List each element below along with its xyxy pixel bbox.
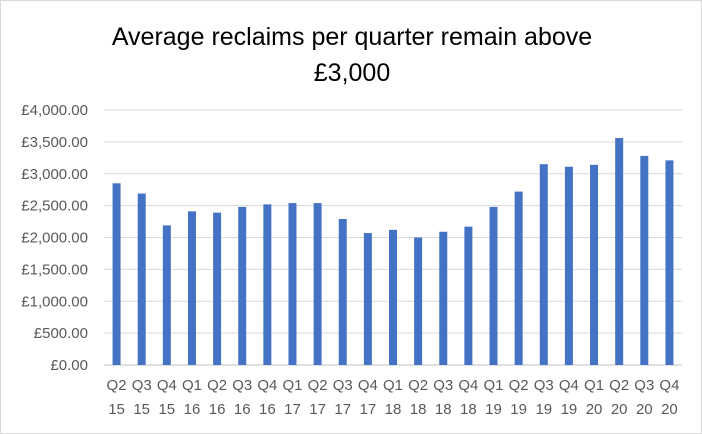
bar — [363, 233, 372, 365]
y-tick-label: £3,000.00 — [21, 166, 88, 183]
x-tick-label-year: 19 — [561, 401, 578, 418]
y-tick-label: £1,500.00 — [21, 261, 88, 278]
x-tick-label-quarter: Q4 — [157, 377, 177, 394]
x-tick-label-quarter: Q3 — [433, 377, 453, 394]
x-tick-label-quarter: Q4 — [257, 377, 277, 394]
x-tick-label-year: 18 — [435, 401, 452, 418]
x-tick-label-year: 16 — [209, 401, 226, 418]
x-tick-label-year: 15 — [158, 401, 175, 418]
y-tick-label: £4,000.00 — [21, 102, 88, 119]
x-tick-label-year: 20 — [636, 401, 653, 418]
x-tick-label-quarter: Q1 — [484, 377, 504, 394]
bar — [439, 231, 448, 365]
x-tick-label-quarter: Q3 — [232, 377, 252, 394]
x-tick-label-quarter: Q1 — [584, 377, 604, 394]
x-tick-label-year: 19 — [535, 401, 552, 418]
y-tick-label: £2,500.00 — [21, 198, 88, 215]
x-tick-label-year: 19 — [510, 401, 527, 418]
bar — [238, 206, 247, 365]
x-tick-label-quarter: Q3 — [634, 377, 654, 394]
x-tick-label-year: 15 — [133, 401, 150, 418]
x-axis-tick-labels: Q2 15 Q3 15 Q4 15 Q1 16 Q2 16 Q3 16 Q4 16 Q1 17 Q2 17 Q3 17… — [107, 377, 680, 418]
bar — [464, 226, 473, 365]
bar — [590, 164, 599, 365]
x-tick-label-quarter: Q2 — [308, 377, 328, 394]
x-tick-label-quarter: Q4 — [358, 377, 378, 394]
x-tick-label-quarter: Q4 — [458, 377, 478, 394]
x-tick-label-year: 18 — [410, 401, 427, 418]
y-tick-label: £0.00 — [50, 357, 88, 374]
x-tick-label-quarter: Q2 — [509, 377, 529, 394]
x-tick-label-quarter: Q2 — [207, 377, 227, 394]
x-tick-label-quarter: Q4 — [559, 377, 579, 394]
bar — [162, 225, 171, 365]
bar — [263, 204, 272, 365]
bar — [489, 206, 498, 365]
bar — [288, 203, 297, 365]
bar — [213, 212, 222, 365]
x-tick-label-year: 17 — [360, 401, 377, 418]
bars — [112, 138, 674, 365]
x-tick-label-year: 19 — [485, 401, 502, 418]
bar — [539, 164, 548, 365]
x-tick-label-year: 20 — [611, 401, 628, 418]
bar — [338, 219, 347, 365]
bar — [187, 211, 196, 365]
bar — [313, 203, 322, 365]
chart-title-line-1: Average reclaims per quarter remain abov… — [111, 23, 593, 51]
bar — [514, 191, 523, 365]
bar — [564, 166, 573, 365]
x-tick-label-quarter: Q1 — [383, 377, 403, 394]
y-axis-tick-labels: £0.00 £500.00 £1,000.00 £1,500.00 £2,000.00 £… — [21, 102, 88, 374]
x-tick-label-year: 17 — [284, 401, 301, 418]
bar — [137, 193, 146, 365]
x-tick-label-year: 17 — [309, 401, 326, 418]
y-tick-label: £2,000.00 — [21, 230, 88, 247]
x-tick-label-year: 16 — [184, 401, 201, 418]
chart-title: Average reclaims per quarter remain abov… — [1, 19, 702, 91]
x-tick-label-quarter: Q4 — [659, 377, 679, 394]
x-tick-label-quarter: Q1 — [182, 377, 202, 394]
y-tick-label: £500.00 — [34, 325, 88, 342]
bar — [615, 138, 624, 365]
x-tick-label-year: 17 — [334, 401, 351, 418]
x-tick-label-year: 16 — [234, 401, 251, 418]
x-tick-label-quarter: Q2 — [408, 377, 428, 394]
x-tick-label-quarter: Q2 — [609, 377, 629, 394]
x-tick-label-quarter: Q3 — [534, 377, 554, 394]
y-tick-label: £1,000.00 — [21, 293, 88, 310]
chart-title-line-2: £3,000 — [313, 59, 391, 87]
x-tick-label-year: 15 — [108, 401, 125, 418]
x-tick-label-quarter: Q3 — [132, 377, 152, 394]
x-tick-label-year: 20 — [586, 401, 603, 418]
x-tick-label-year: 18 — [385, 401, 402, 418]
x-tick-label-quarter: Q1 — [282, 377, 302, 394]
bar — [414, 237, 423, 365]
bar — [112, 183, 121, 365]
bar — [389, 229, 397, 365]
bar — [640, 155, 649, 365]
x-tick-label-year: 20 — [661, 401, 678, 418]
bar — [665, 160, 674, 365]
y-tick-label: £3,500.00 — [21, 134, 88, 151]
x-tick-label-year: 18 — [460, 401, 477, 418]
x-tick-label-year: 16 — [259, 401, 276, 418]
x-tick-label-quarter: Q3 — [333, 377, 353, 394]
x-tick-label-quarter: Q2 — [107, 377, 127, 394]
